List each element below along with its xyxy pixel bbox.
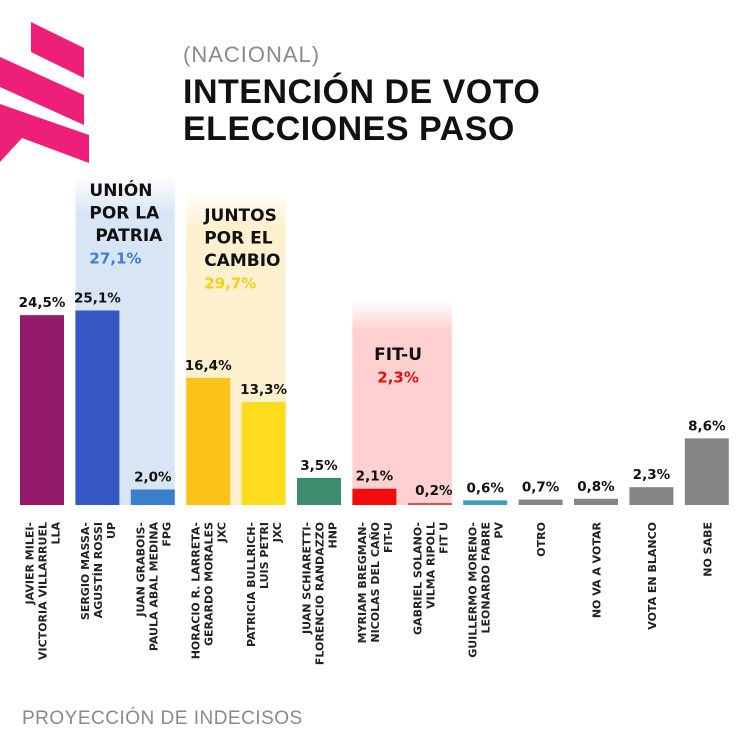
category-label-line: PV bbox=[493, 522, 506, 539]
group-name-line: POR LA bbox=[89, 204, 160, 224]
logo-stripe-top bbox=[31, 22, 84, 78]
group-name-line: POR EL bbox=[204, 229, 273, 249]
group-panel bbox=[352, 300, 452, 505]
group-name-line: UNIÓN bbox=[89, 179, 152, 201]
category-label-line: VILMA RIPOLL bbox=[424, 522, 437, 609]
category-label-line: FPG bbox=[160, 522, 173, 547]
chart-title-line-2: ELECCIONES PASO bbox=[183, 110, 515, 148]
category-label-line: AGUSTÍN ROSSI bbox=[92, 522, 105, 618]
footer-note: PROYECCIÓN DE INDECISOS bbox=[22, 708, 303, 729]
category-label-line: HNP bbox=[327, 522, 340, 548]
bar bbox=[407, 503, 452, 505]
bar bbox=[463, 500, 508, 505]
category-label-line: VOTA EN BLANCO bbox=[646, 522, 659, 630]
category-label: MYRIAM BREGMAN- NICOLAS DEL CAÑO FIT-U bbox=[356, 522, 395, 643]
category-label-line: LLA bbox=[50, 522, 63, 545]
category-label: JUAN GRABOIS- PAULA ABAL MEDINA FPG bbox=[134, 522, 173, 652]
bar-value-label: 0,2% bbox=[415, 483, 453, 499]
category-label: VOTA EN BLANCO bbox=[646, 522, 659, 630]
category-label-line: MYRIAM BREGMAN- bbox=[356, 522, 369, 643]
bar-value-label: 2,1% bbox=[356, 469, 394, 485]
bar bbox=[352, 488, 397, 505]
category-label-line: GUILLERMO MORENO- bbox=[467, 522, 480, 658]
category-label-line: JXC bbox=[216, 522, 229, 543]
category-label-line: NO SABE bbox=[701, 522, 714, 577]
bar-value-label: 25,1% bbox=[74, 290, 121, 306]
category-label: GUILLERMO MORENO- LEONARDO FABRE PV bbox=[467, 522, 506, 658]
category-label-line: JUAN GRABOIS- bbox=[134, 522, 147, 618]
category-label-line: LEONARDO FABRE bbox=[480, 522, 493, 634]
category-label-line: JUAN SCHIARETTI- bbox=[301, 522, 314, 635]
bar-value-label: 0,8% bbox=[577, 479, 615, 495]
bar-value-label: 0,7% bbox=[522, 480, 560, 496]
bar bbox=[518, 499, 563, 505]
bar bbox=[629, 487, 674, 505]
bar-value-label: 2,3% bbox=[633, 467, 671, 483]
bar-value-label: 2,0% bbox=[134, 470, 172, 486]
category-label: JAVIER MILEI- VICTORIA VILLARRUEL LLA bbox=[24, 522, 63, 660]
category-label: HORACIO R. LARRETA- GERARDO MORALES JXC bbox=[190, 522, 229, 659]
group-total-label: 29,7% bbox=[204, 275, 256, 293]
category-label-line: JAVIER MILEI- bbox=[24, 522, 37, 606]
category-label-line: HORACIO R. LARRETA- bbox=[190, 522, 203, 659]
category-label: JUAN SCHIARETTI- FLORENCIO RANDAZZO HNP bbox=[301, 522, 340, 665]
category-label-line: PAULA ABAL MEDINA bbox=[147, 522, 160, 652]
bar bbox=[241, 401, 286, 505]
bar-value-label: 0,6% bbox=[466, 480, 504, 496]
group-name-line: PATRIA bbox=[95, 226, 163, 246]
category-label-line: NICOLAS DEL CAÑO bbox=[369, 522, 382, 643]
category-label-line: VICTORIA VILLARRUEL bbox=[37, 522, 50, 660]
category-label: PATRICIA BULLRICH- LUIS PETRI JXC bbox=[245, 522, 284, 647]
bar-value-label: 3,5% bbox=[300, 458, 338, 474]
logo-stripe-bottom bbox=[0, 104, 89, 163]
category-label-line: OTRO bbox=[535, 522, 548, 557]
bar bbox=[684, 438, 729, 505]
category-label-line: FLORENCIO RANDAZZO bbox=[314, 522, 327, 665]
group-name-line: FIT-U bbox=[374, 345, 422, 365]
chart-title-line-1: INTENCIÓN DE VOTO bbox=[183, 73, 541, 111]
category-label-line: PATRICIA BULLRICH- bbox=[245, 522, 258, 647]
group-name-line: CAMBIO bbox=[204, 251, 280, 271]
chart-subtitle: (NACIONAL) bbox=[183, 42, 321, 67]
group-name-line: JUNTOS bbox=[203, 206, 277, 226]
category-label: NO VA A VOTAR bbox=[591, 521, 604, 618]
bar bbox=[297, 477, 341, 505]
category-label-line: LUIS PETRI bbox=[258, 522, 271, 589]
bar bbox=[20, 315, 64, 505]
bar-value-label: 24,5% bbox=[19, 295, 66, 311]
bar-value-label: 8,6% bbox=[688, 418, 726, 434]
category-label-line: FIT-U bbox=[382, 522, 395, 553]
stripes-logo-icon bbox=[0, 22, 89, 163]
category-label-line: GABRIEL SOLANO- bbox=[411, 522, 424, 635]
category-label-line: JXC bbox=[271, 522, 284, 543]
category-label: NO SABE bbox=[701, 522, 714, 577]
category-label: SERGIO MASSA- AGUSTÍN ROSSI UP bbox=[79, 522, 118, 620]
bar bbox=[75, 310, 120, 505]
bar bbox=[130, 489, 175, 505]
category-label-line: GERARDO MORALES bbox=[203, 522, 216, 646]
bar-value-label: 16,4% bbox=[185, 358, 232, 374]
category-label: GABRIEL SOLANO- VILMA RIPOLL FIT U bbox=[411, 522, 450, 635]
bar bbox=[186, 377, 231, 505]
category-label-line: UP bbox=[105, 522, 118, 539]
chart-title: INTENCIÓN DE VOTO ELECCIONES PASO bbox=[183, 74, 540, 148]
group-total-label: 27,1% bbox=[89, 250, 141, 268]
bar-value-label: 13,3% bbox=[240, 382, 287, 398]
logo-stripe-middle bbox=[0, 57, 84, 125]
category-label-line: SERGIO MASSA- bbox=[79, 522, 92, 620]
group-total-label: 2,3% bbox=[377, 369, 419, 387]
category-label-line: NO VA A VOTAR bbox=[591, 521, 604, 618]
category-label-line: FIT U bbox=[437, 522, 450, 554]
bar bbox=[574, 498, 618, 505]
category-label: OTRO bbox=[535, 522, 548, 557]
